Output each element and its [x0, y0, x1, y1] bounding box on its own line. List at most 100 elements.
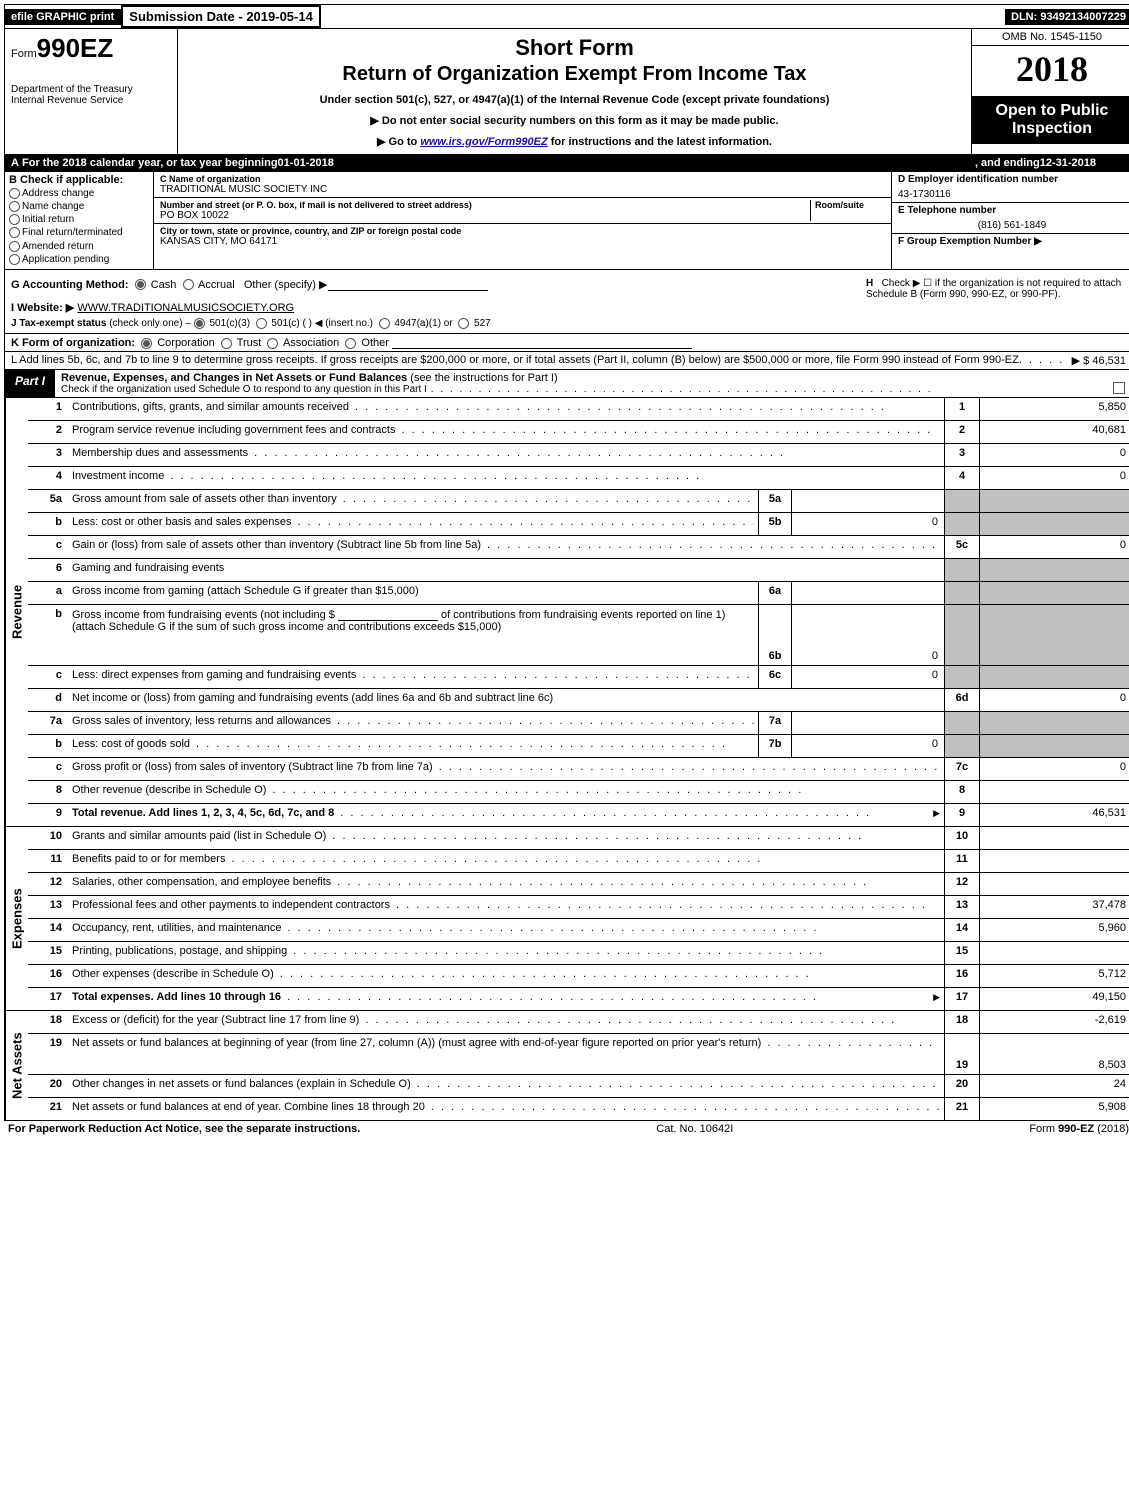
- chk-initial-return[interactable]: Initial return: [9, 214, 149, 225]
- radio-trust[interactable]: [221, 338, 232, 349]
- j-label: J Tax-exempt status: [11, 318, 106, 329]
- line-11-num: 11: [944, 850, 979, 872]
- line-8: 8 Other revenue (describe in Schedule O)…: [28, 780, 1129, 803]
- footer-mid: Cat. No. 10642I: [360, 1123, 1029, 1135]
- g-other: Other (specify) ▶: [244, 279, 328, 291]
- line-11-desc: Benefits paid to or for members: [72, 853, 225, 865]
- form-prefix: Form: [11, 48, 37, 60]
- line-6b-mainnum: [944, 605, 979, 665]
- line-10-val: [979, 827, 1129, 849]
- line-14-val: 5,960: [979, 919, 1129, 941]
- radio-assoc[interactable]: [267, 338, 278, 349]
- line-4-val: 0: [979, 467, 1129, 489]
- chk-name-change[interactable]: Name change: [9, 201, 149, 212]
- row-l: L Add lines 5b, 6c, and 7b to line 9 to …: [4, 352, 1129, 370]
- goto-post: for instructions and the latest informat…: [548, 136, 772, 148]
- k-assoc: Association: [283, 337, 339, 349]
- line-2-val: 40,681: [979, 421, 1129, 443]
- chk-amended[interactable]: Amended return: [9, 241, 149, 252]
- radio-4947[interactable]: [379, 318, 390, 329]
- line-7c: c Gross profit or (loss) from sales of i…: [28, 757, 1129, 780]
- j-4947: 4947(a)(1) or: [394, 318, 452, 329]
- h-text: Check ▶ ☐ if the organization is not req…: [866, 278, 1121, 300]
- radio-527[interactable]: [458, 318, 469, 329]
- line-3-val: 0: [979, 444, 1129, 466]
- radio-other[interactable]: [345, 338, 356, 349]
- org-name: TRADITIONAL MUSIC SOCIETY INC: [160, 184, 885, 195]
- line-12: 12 Salaries, other compensation, and emp…: [28, 872, 1129, 895]
- line-19-num: 19: [944, 1034, 979, 1074]
- line-7a: 7a Gross sales of inventory, less return…: [28, 711, 1129, 734]
- line-5c-val: 0: [979, 536, 1129, 558]
- j-tax-status: J Tax-exempt status (check only one) – 5…: [11, 318, 854, 329]
- line-6a-mainval: [979, 582, 1129, 604]
- line-5c: c Gain or (loss) from sale of assets oth…: [28, 535, 1129, 558]
- chk-pending[interactable]: Application pending: [9, 254, 149, 265]
- line-16-num: 16: [944, 965, 979, 987]
- line-19-val: 8,503: [979, 1034, 1129, 1074]
- radio-501c3[interactable]: [194, 318, 205, 329]
- radio-501c[interactable]: [256, 318, 267, 329]
- line-19: 19 Net assets or fund balances at beginn…: [28, 1033, 1129, 1074]
- radio-cash[interactable]: [135, 279, 146, 290]
- radio-accrual[interactable]: [183, 279, 194, 290]
- l-text: L Add lines 5b, 6c, and 7b to line 9 to …: [11, 354, 1019, 366]
- line-1-desc: Contributions, gifts, grants, and simila…: [72, 401, 349, 413]
- efile-print-button[interactable]: efile GRAPHIC print: [5, 9, 121, 25]
- line-9-desc: Total revenue. Add lines 1, 2, 3, 4, 5c,…: [72, 807, 334, 819]
- irs-link[interactable]: www.irs.gov/Form990EZ: [420, 136, 547, 148]
- line-6c: c Less: direct expenses from gaming and …: [28, 665, 1129, 688]
- tax-year: 2018: [972, 46, 1129, 96]
- form-990ez-label: 990EZ: [37, 33, 114, 63]
- line-13: 13 Professional fees and other payments …: [28, 895, 1129, 918]
- line-5a-desc: Gross amount from sale of assets other t…: [72, 493, 337, 505]
- chk-address-change[interactable]: Address change: [9, 188, 149, 199]
- line-21: 21 Net assets or fund balances at end of…: [28, 1097, 1129, 1120]
- line-7b-desc: Less: cost of goods sold: [72, 738, 190, 750]
- line-6c-mainnum: [944, 666, 979, 688]
- line-5a-mainval: [979, 490, 1129, 512]
- line-5c-num: 5c: [944, 536, 979, 558]
- line-1: 1 Contributions, gifts, grants, and simi…: [28, 398, 1129, 420]
- line-5a-sn: 5a: [758, 490, 791, 512]
- line-17-num: 17: [944, 988, 979, 1010]
- line-6b-blank[interactable]: [338, 608, 438, 621]
- line-6d-desc: Net income or (loss) from gaming and fun…: [72, 692, 553, 704]
- part-i-checkbox[interactable]: [1108, 370, 1129, 397]
- g-other-blank[interactable]: [328, 278, 488, 291]
- line-13-num: 13: [944, 896, 979, 918]
- line-7b-sv: 0: [791, 735, 944, 757]
- line-13-desc: Professional fees and other payments to …: [72, 899, 390, 911]
- top-bar: efile GRAPHIC print Submission Date - 20…: [4, 4, 1129, 29]
- line-14: 14 Occupancy, rent, utilities, and maint…: [28, 918, 1129, 941]
- j-527: 527: [474, 318, 491, 329]
- g-accrual: Accrual: [198, 279, 235, 291]
- line-11: 11 Benefits paid to or for members. . . …: [28, 849, 1129, 872]
- line-21-num: 21: [944, 1098, 979, 1120]
- dept-line2: Internal Revenue Service: [11, 95, 171, 106]
- j-501c3: 501(c)(3): [209, 318, 250, 329]
- radio-corp[interactable]: [141, 338, 152, 349]
- ssn-warning: ▶ Do not enter social security numbers o…: [184, 114, 965, 127]
- dln: DLN: 93492134007229: [1005, 9, 1129, 25]
- line-18: 18 Excess or (deficit) for the year (Sub…: [28, 1011, 1129, 1033]
- line-15-num: 15: [944, 942, 979, 964]
- website-link[interactable]: WWW.TRADITIONALMUSICSOCIETY.ORG: [77, 302, 294, 314]
- i-website: I Website: ▶ WWW.TRADITIONALMUSICSOCIETY…: [11, 301, 854, 314]
- d-ein: D Employer identification number 43-1730…: [892, 172, 1129, 203]
- line-11-val: [979, 850, 1129, 872]
- line-10-num: 10: [944, 827, 979, 849]
- chk-final-return[interactable]: Final return/terminated: [9, 227, 149, 238]
- line-6-mainnum: [944, 559, 979, 581]
- line-5a-mainnum: [944, 490, 979, 512]
- e-phone: E Telephone number (816) 561-1849: [892, 203, 1129, 234]
- line-18-val: -2,619: [979, 1011, 1129, 1033]
- k-other-blank[interactable]: [392, 336, 692, 349]
- line-6b-sn: 6b: [758, 605, 791, 665]
- form-header: Form990EZ Department of the Treasury Int…: [4, 29, 1129, 155]
- line-12-desc: Salaries, other compensation, and employ…: [72, 876, 331, 888]
- arrow-icon: ▶: [933, 808, 940, 819]
- line-5b-desc: Less: cost or other basis and sales expe…: [72, 516, 292, 528]
- revenue-table: Revenue 1 Contributions, gifts, grants, …: [4, 398, 1129, 827]
- row-k: K Form of organization: Corporation Trus…: [4, 334, 1129, 352]
